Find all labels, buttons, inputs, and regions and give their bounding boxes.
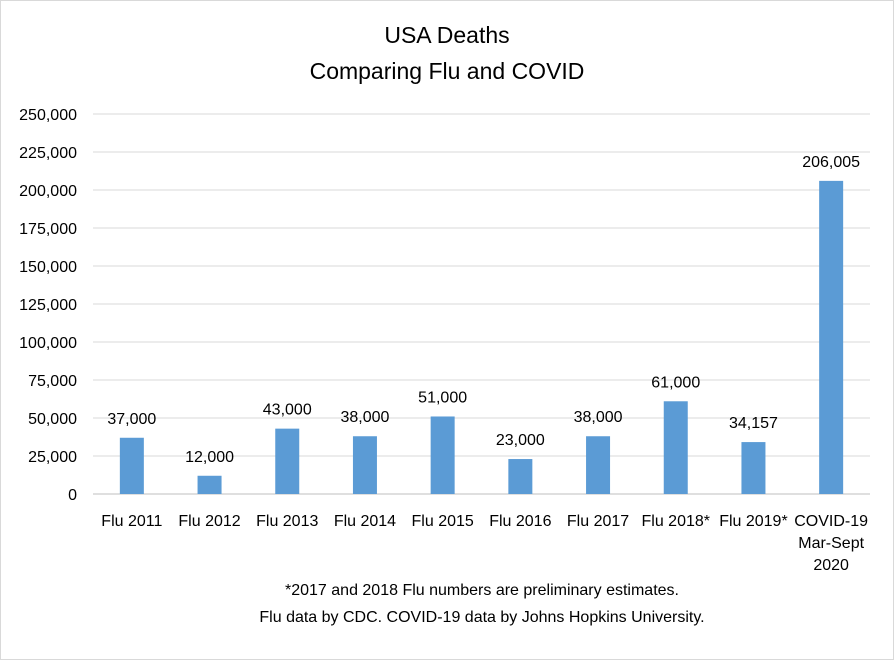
x-tick-label: Flu 2019* xyxy=(719,513,788,530)
x-tick-label: COVID-19 xyxy=(794,513,868,530)
chart-title-line-2: Comparing Flu and COVID xyxy=(309,58,585,84)
y-tick-label: 0 xyxy=(68,487,77,504)
data-label: 61,000 xyxy=(651,374,700,391)
x-tick-label: Flu 2014 xyxy=(334,513,396,530)
x-tick-label: Flu 2013 xyxy=(256,513,318,530)
x-tick-label: Flu 2016 xyxy=(489,513,551,530)
data-label: 206,005 xyxy=(802,154,860,171)
chart-title-line-1: USA Deaths xyxy=(384,22,510,48)
y-tick-label: 125,000 xyxy=(19,297,77,314)
y-tick-label: 100,000 xyxy=(19,335,77,352)
y-tick-label: 75,000 xyxy=(28,373,77,390)
bar xyxy=(586,436,611,494)
data-label: 38,000 xyxy=(340,409,389,426)
x-tick-label: Flu 2015 xyxy=(412,513,474,530)
x-tick-label: Flu 2011 xyxy=(101,513,162,530)
y-tick-label: 175,000 xyxy=(19,221,77,238)
x-tick-label: Mar-Sept xyxy=(798,535,864,552)
bar xyxy=(508,459,533,494)
bar xyxy=(197,475,222,494)
bar xyxy=(119,437,144,494)
y-tick-label: 225,000 xyxy=(19,145,77,162)
data-label: 51,000 xyxy=(418,389,467,406)
y-tick-label: 150,000 xyxy=(19,259,77,276)
footnote-line-2: Flu data by CDC. COVID-19 data by Johns … xyxy=(259,609,705,626)
bar xyxy=(741,442,766,494)
x-tick-label: 2020 xyxy=(813,557,849,574)
x-tick-label: Flu 2018* xyxy=(642,513,711,530)
bar xyxy=(819,180,844,494)
bar xyxy=(352,436,377,494)
y-tick-label: 25,000 xyxy=(28,449,77,466)
data-label: 34,157 xyxy=(729,415,778,432)
data-label: 43,000 xyxy=(263,402,312,419)
bar xyxy=(430,416,455,494)
data-label: 37,000 xyxy=(107,411,156,428)
x-tick-label: Flu 2012 xyxy=(178,513,240,530)
y-tick-label: 200,000 xyxy=(19,183,77,200)
bar xyxy=(275,428,300,494)
data-label: 38,000 xyxy=(574,409,623,426)
footnote-line-1: *2017 and 2018 Flu numbers are prelimina… xyxy=(285,582,679,599)
x-tick-label: Flu 2017 xyxy=(567,513,629,530)
data-label: 23,000 xyxy=(496,432,545,449)
bar xyxy=(663,401,688,494)
data-label: 12,000 xyxy=(185,449,234,466)
y-tick-label: 250,000 xyxy=(19,107,77,124)
y-tick-label: 50,000 xyxy=(28,411,77,428)
